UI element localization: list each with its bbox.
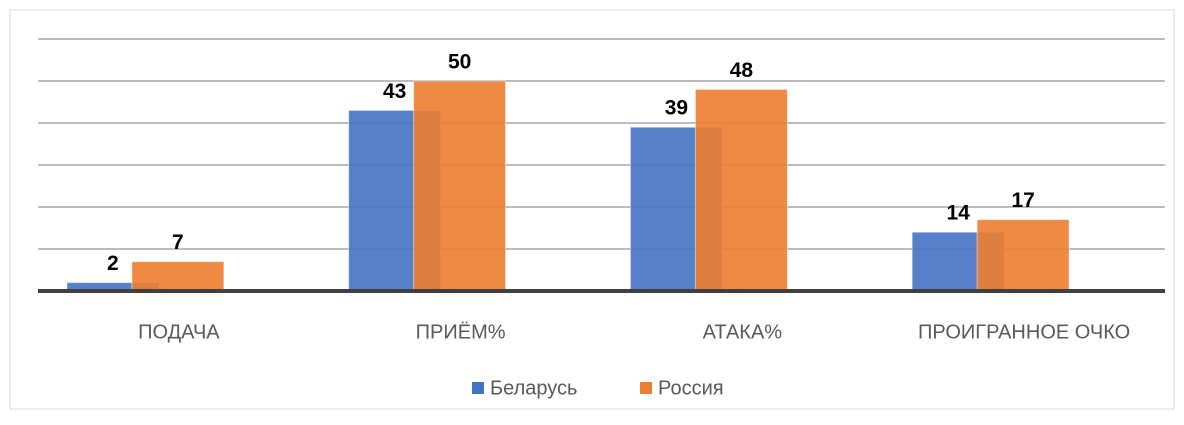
data-label: 17 bbox=[1011, 189, 1034, 212]
legend-swatch bbox=[640, 382, 652, 394]
data-label: 50 bbox=[448, 51, 471, 74]
bar bbox=[694, 88, 788, 292]
legend-swatch bbox=[472, 382, 484, 394]
data-label: 48 bbox=[730, 59, 754, 82]
x-tick-label: АТАКА% bbox=[703, 321, 783, 343]
bar bbox=[131, 261, 225, 292]
data-label: 14 bbox=[946, 202, 970, 225]
chart-border bbox=[9, 9, 1175, 410]
data-label: 43 bbox=[383, 80, 406, 103]
x-tick-label: ПОДАЧА bbox=[138, 321, 220, 343]
bar bbox=[976, 219, 1070, 292]
legend-label: Беларусь bbox=[490, 377, 577, 399]
x-tick-label: ПРИЁМ% bbox=[416, 321, 506, 343]
data-label: 2 bbox=[107, 252, 119, 275]
legend-label: Россия bbox=[658, 377, 724, 399]
x-tick-label: ПРОИГРАННОЕ ОЧКО bbox=[918, 321, 1130, 343]
data-label: 39 bbox=[665, 97, 688, 120]
data-label: 7 bbox=[172, 231, 184, 254]
bar bbox=[413, 80, 507, 292]
